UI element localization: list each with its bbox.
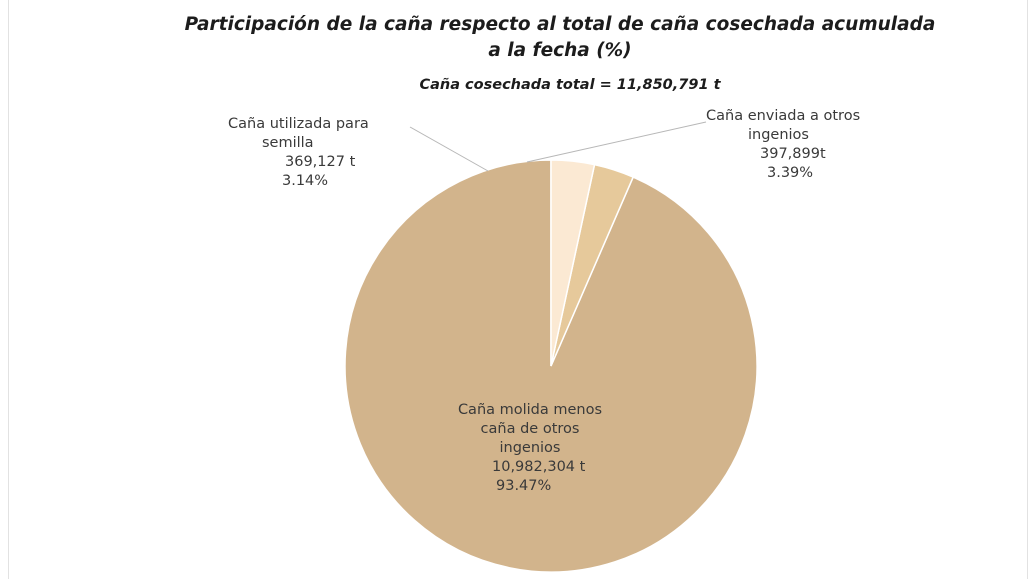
leader-line-semilla	[409, 126, 489, 172]
value-label: 10,982,304 t	[492, 459, 586, 475]
pie-slice-cana-enviada	[550, 159, 596, 367]
value-label: 369,127 t	[285, 154, 356, 170]
data-label-cana-molida: Caña molida menos caña de otros ingenios…	[420, 401, 640, 496]
label-line: semilla	[262, 135, 314, 151]
value-label: 397,899t	[760, 146, 826, 162]
pie-slice-cana-molida	[344, 159, 758, 573]
leader-line-otros-ingenios	[526, 121, 707, 163]
data-label-cana-semilla: Caña utilizada para semilla 369,127 t 3.…	[228, 115, 428, 191]
chart-subtitle: Caña cosechada total = 11,850,791 t	[419, 77, 721, 93]
label-line: ingenios	[499, 440, 561, 456]
label-line: caña de otros	[480, 421, 580, 437]
label-line: Caña molida menos	[457, 402, 603, 418]
chart-title-line-2: a la fecha (%)	[488, 40, 632, 61]
chart-frame	[8, 0, 1028, 579]
percent-label: 3.39%	[767, 165, 814, 181]
data-label-cana-enviada: Caña enviada a otros ingenios 397,899t 3…	[706, 107, 926, 183]
chart-title: Participación de la caña respecto al tot…	[120, 12, 1000, 64]
label-line: ingenios	[748, 127, 809, 143]
percent-label: 3.14%	[282, 173, 329, 189]
chart-title-line-1: Participación de la caña respecto al tot…	[184, 14, 936, 35]
percent-label: 93.47%	[496, 478, 552, 494]
label-line: Caña enviada a otros	[706, 108, 861, 124]
label-line: Caña utilizada para	[228, 116, 369, 132]
